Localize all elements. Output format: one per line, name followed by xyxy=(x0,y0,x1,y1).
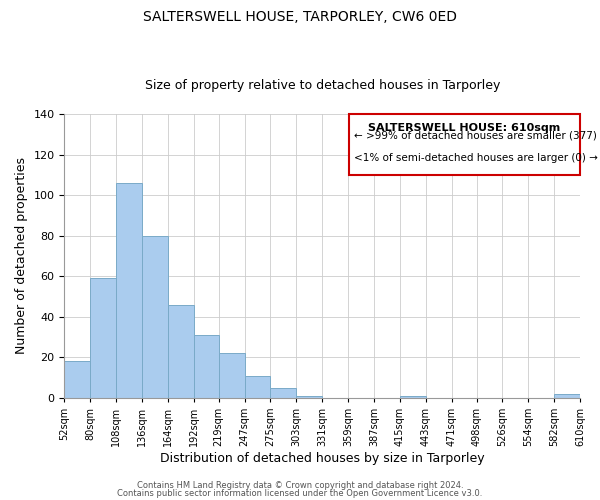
Bar xyxy=(245,376,271,398)
Bar xyxy=(142,236,168,398)
Bar xyxy=(90,278,116,398)
Text: SALTERSWELL HOUSE: 610sqm: SALTERSWELL HOUSE: 610sqm xyxy=(368,122,560,132)
Bar xyxy=(194,335,219,398)
Text: Contains public sector information licensed under the Open Government Licence v3: Contains public sector information licen… xyxy=(118,488,482,498)
Y-axis label: Number of detached properties: Number of detached properties xyxy=(15,158,28,354)
Text: SALTERSWELL HOUSE, TARPORLEY, CW6 0ED: SALTERSWELL HOUSE, TARPORLEY, CW6 0ED xyxy=(143,10,457,24)
Bar xyxy=(271,388,296,398)
Bar xyxy=(219,354,245,398)
Title: Size of property relative to detached houses in Tarporley: Size of property relative to detached ho… xyxy=(145,79,500,92)
FancyBboxPatch shape xyxy=(349,114,580,175)
Bar xyxy=(400,396,425,398)
Bar xyxy=(296,396,322,398)
X-axis label: Distribution of detached houses by size in Tarporley: Distribution of detached houses by size … xyxy=(160,452,485,465)
Text: ← >99% of detached houses are smaller (377): ← >99% of detached houses are smaller (3… xyxy=(354,130,597,140)
Bar xyxy=(116,183,142,398)
Text: Contains HM Land Registry data © Crown copyright and database right 2024.: Contains HM Land Registry data © Crown c… xyxy=(137,481,463,490)
Text: <1% of semi-detached houses are larger (0) →: <1% of semi-detached houses are larger (… xyxy=(354,153,598,163)
Bar xyxy=(168,304,194,398)
Bar xyxy=(554,394,580,398)
Bar xyxy=(64,362,90,398)
